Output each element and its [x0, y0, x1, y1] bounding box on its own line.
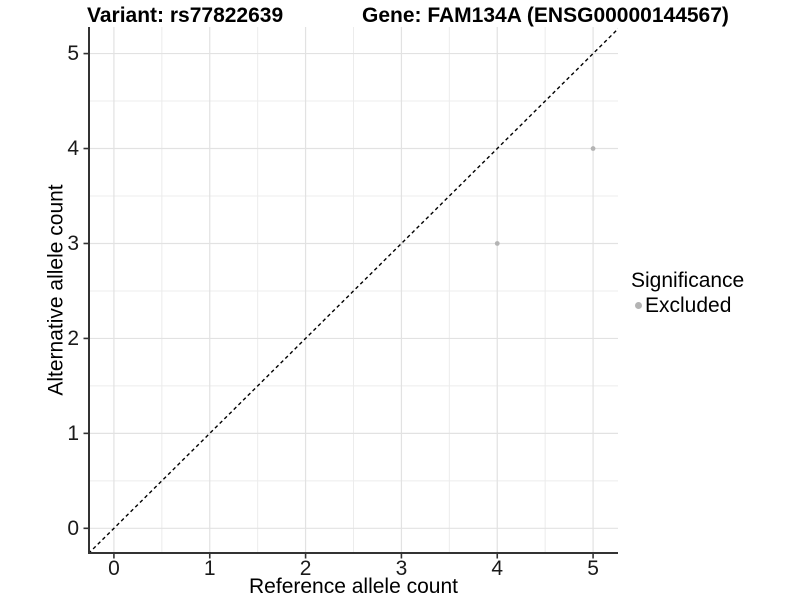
identity-reference-line: [89, 27, 618, 553]
y-tick-label: 5: [67, 42, 79, 66]
legend-item-label: Excluded: [645, 294, 732, 317]
x-tick-label: 1: [203, 557, 216, 580]
legend-key: [631, 302, 645, 309]
x-axis-title: Reference allele count: [249, 575, 458, 598]
y-axis-title: Alternative allele count: [44, 184, 68, 396]
data-point: [590, 146, 596, 151]
legend-title: Significance: [631, 269, 745, 292]
x-tick-label: 3: [395, 557, 408, 580]
x-tick-label: 5: [587, 557, 599, 580]
legend-item-excluded: Excluded: [631, 295, 744, 316]
x-tick-label: 0: [108, 557, 120, 580]
x-tick-label: 4: [491, 557, 504, 580]
plot-title-gene: Gene: FAM134A (ENSG00000144567): [362, 4, 729, 27]
data-point: [494, 241, 500, 246]
y-tick-label: 3: [67, 231, 79, 255]
plot-title-variant: Variant: rs77822639: [87, 4, 284, 27]
y-tick-label: 2: [67, 326, 79, 350]
x-tick-label: 2: [299, 557, 312, 580]
y-tick-label: 0: [67, 516, 79, 540]
legend: Significance Excluded: [631, 269, 745, 317]
legend-point-icon: [634, 302, 642, 309]
y-tick-label: 1: [67, 421, 79, 445]
y-tick-label: 4: [67, 137, 79, 161]
